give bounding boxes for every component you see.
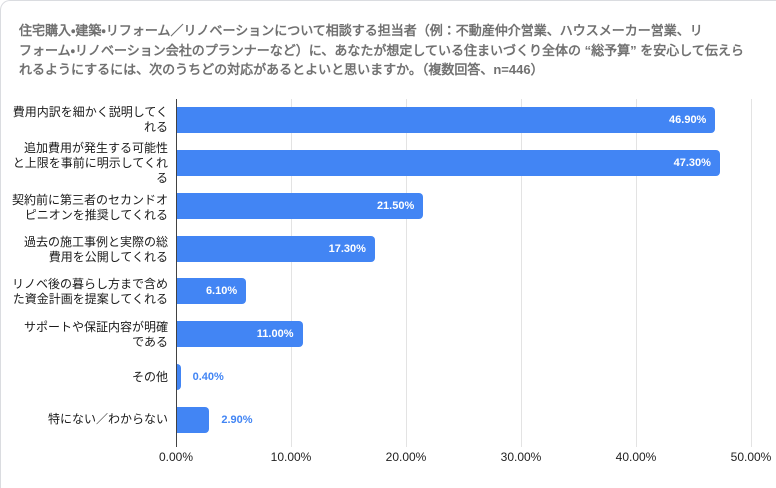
bar-row: 21.50% xyxy=(176,185,751,228)
bar[interactable]: 21.50% xyxy=(176,192,424,219)
category-label: その他 xyxy=(131,369,168,384)
x-tick-label: 10.00% xyxy=(270,450,312,464)
category-axis: 費用内訳を細かく説明してく れる 追加費用が発生する可能性 と上限を事前に明示し… xyxy=(7,99,168,441)
bar[interactable]: 0.40% xyxy=(176,363,224,390)
gridline-10pct xyxy=(291,99,292,447)
bar-row: 46.90% xyxy=(176,99,751,142)
value-label: 21.50% xyxy=(376,199,415,212)
x-tick-label: 0.00% xyxy=(158,450,194,464)
value-label: 47.30% xyxy=(673,157,711,170)
category-label: 契約前に第三者のセカンドオ ピニオンを推奨してくれる xyxy=(11,192,168,222)
bar-row: 17.30% xyxy=(176,227,751,270)
x-axis: 0.00% 10.00% 20.00% 30.00% 40.00% 50.00% xyxy=(159,450,771,466)
x-tick-label: 40.00% xyxy=(615,450,657,464)
value-label: 46.90% xyxy=(669,114,707,127)
category-label: リノベ後の暮らし方まで含め た資金計画を提案してくれる xyxy=(11,277,168,307)
bar-row: 11.00% xyxy=(176,313,751,356)
y-axis-line xyxy=(176,99,177,447)
bar-series: 46.90% 47.30% 21.50% 17.30% 6.10 xyxy=(176,99,751,441)
gridline-50pct xyxy=(751,99,752,447)
bar-row: 47.30% xyxy=(176,142,751,185)
bar-row: 6.10% xyxy=(176,270,751,313)
category-label: 過去の施工事例と実際の総 費用を公開してくれる xyxy=(23,235,168,265)
value-label: 11.00% xyxy=(256,328,294,341)
bar[interactable]: 11.00% xyxy=(176,321,303,348)
chart-title: 住宅購入・建築・リフォーム／リノベーションについて相談する担当者（例：不動産仲介… xyxy=(19,23,744,77)
bar[interactable]: 47.30% xyxy=(176,150,720,177)
value-label: 6.10% xyxy=(205,285,238,298)
category-label: 費用内訳を細かく説明してく れる xyxy=(12,105,168,135)
bar-row: 2.90% xyxy=(176,398,751,441)
x-tick-label: 20.00% xyxy=(385,450,427,464)
value-label: 2.90% xyxy=(221,413,253,426)
bar[interactable]: 46.90% xyxy=(176,107,716,134)
category-label: 追加費用が発生する可能性 と上限を事前に明示してくれ る xyxy=(12,141,168,186)
gridline-40pct xyxy=(636,99,637,447)
x-tick-label: 50.00% xyxy=(730,450,772,464)
bar[interactable]: 2.90% xyxy=(176,406,253,433)
bar[interactable]: 6.10% xyxy=(176,278,247,305)
bar-row: 0.40% xyxy=(176,356,751,399)
gridline-30pct xyxy=(521,99,522,447)
category-label: 特にない／わからない xyxy=(47,412,168,427)
plot-area: 46.90% 47.30% 21.50% 17.30% 6.10 xyxy=(176,99,752,447)
gridline-20pct xyxy=(406,99,407,447)
bar[interactable]: 17.30% xyxy=(176,235,375,262)
x-tick-label: 30.00% xyxy=(500,450,542,464)
category-label: サポートや保証内容が明確 である xyxy=(23,319,168,349)
value-label: 0.40% xyxy=(192,370,224,383)
value-label: 17.30% xyxy=(328,242,366,255)
